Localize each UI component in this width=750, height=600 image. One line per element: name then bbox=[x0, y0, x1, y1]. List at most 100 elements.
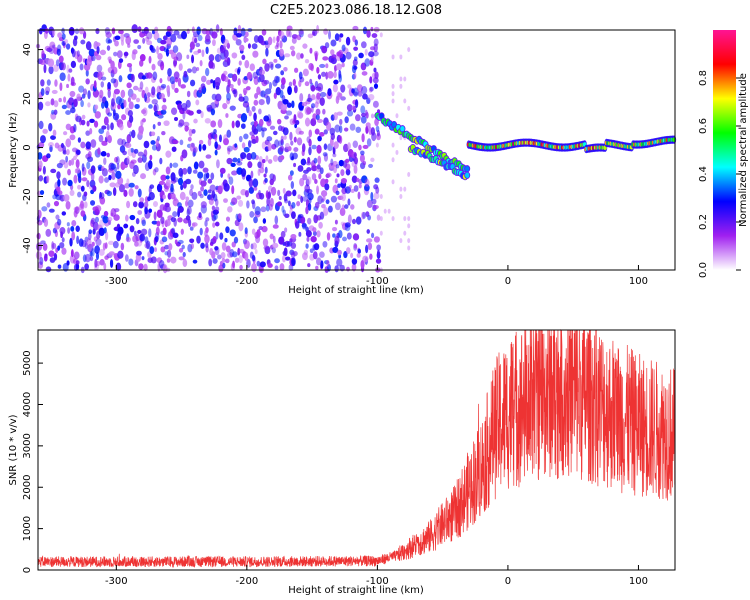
spectrogram-cell bbox=[149, 246, 155, 255]
spectrogram-cell bbox=[372, 204, 379, 210]
spectrogram-cell bbox=[177, 217, 183, 223]
spectrogram-cell bbox=[212, 222, 216, 228]
spectrogram-cell bbox=[301, 143, 306, 153]
colorbar-tick-label: 0.2 bbox=[698, 214, 709, 230]
spectrogram-cell bbox=[150, 256, 157, 264]
spectrogram-cell bbox=[344, 222, 351, 228]
spectrogram-cells bbox=[35, 24, 677, 274]
spectrogram-cell bbox=[379, 230, 383, 236]
spectrogram-cell bbox=[366, 199, 373, 209]
spectrogram-cell bbox=[367, 242, 373, 250]
spectrogram-cell bbox=[226, 129, 232, 138]
spectrogram-cell bbox=[58, 97, 62, 103]
spectrogram-cell bbox=[140, 228, 148, 236]
spectrogram-cell bbox=[354, 39, 358, 46]
spectrogram-cell bbox=[297, 165, 304, 172]
spectrogram-cell bbox=[267, 142, 272, 152]
spectrogram-cell bbox=[173, 71, 180, 80]
spectrogram-cell bbox=[340, 178, 348, 184]
spectrogram-cell bbox=[356, 252, 361, 258]
spectrogram-cell bbox=[314, 128, 320, 135]
spectrogram-cell bbox=[318, 132, 325, 137]
spectrogram-cell bbox=[67, 179, 73, 187]
spectrogram-cell bbox=[238, 248, 245, 254]
spectrogram-cell bbox=[280, 230, 286, 238]
snr-x-label: Height of straight line (km) bbox=[288, 585, 424, 596]
spectrogram-cell bbox=[251, 106, 256, 112]
spectrogram-cell bbox=[100, 151, 107, 157]
spectrogram-cell bbox=[123, 99, 127, 108]
spectrogram-cell bbox=[249, 63, 256, 72]
spectrogram-cell bbox=[110, 163, 116, 170]
spectrogram-cell bbox=[298, 231, 302, 237]
x-tick-label: -300 bbox=[105, 576, 128, 587]
spectrogram-cell bbox=[91, 248, 95, 257]
spectrogram-cell bbox=[255, 135, 259, 144]
spectrogram-cell bbox=[143, 201, 149, 209]
spectrogram-cell bbox=[141, 219, 146, 227]
spectrogram-cell bbox=[319, 63, 326, 68]
spectrogram-cell bbox=[150, 131, 156, 136]
spectrogram-cell bbox=[315, 257, 322, 266]
spectrogram-cell bbox=[366, 138, 372, 147]
spectrogram-cell bbox=[48, 141, 54, 148]
spectrogram-cell bbox=[130, 93, 137, 100]
spectrogram-cell bbox=[407, 105, 411, 111]
spectrogram-cell bbox=[219, 167, 226, 174]
spectrogram-cell bbox=[271, 247, 276, 254]
spectrogram-cell bbox=[155, 236, 159, 243]
spectrogram-cell bbox=[240, 113, 248, 123]
spectrogram-cell bbox=[338, 49, 344, 59]
spectrogram-cell bbox=[144, 86, 149, 95]
spectrogram-cell bbox=[177, 177, 184, 186]
spectrogram-cell bbox=[153, 211, 157, 221]
spectrogram-cell bbox=[104, 242, 108, 249]
spectrogram-cell bbox=[464, 165, 471, 173]
spectrogram-cell bbox=[77, 184, 82, 190]
spectrogram-cell bbox=[280, 103, 288, 111]
spectrogram-cell bbox=[55, 59, 60, 67]
spectrogram-cell bbox=[104, 177, 110, 183]
spectrogram-cell bbox=[304, 81, 310, 87]
spectrogram-cell bbox=[407, 245, 411, 251]
spectrogram-cell bbox=[326, 232, 331, 241]
spectrogram-cell bbox=[80, 210, 86, 217]
spectrogram-cell bbox=[44, 253, 48, 259]
spectrogram-cell bbox=[344, 204, 349, 209]
spectrogram-cell bbox=[307, 202, 312, 211]
spectrogram-cell bbox=[328, 30, 332, 40]
spectrogram-cell bbox=[362, 144, 369, 149]
spectrogram-cell bbox=[307, 263, 311, 268]
spectrogram-cell bbox=[399, 54, 403, 60]
spectrogram-cell bbox=[202, 144, 207, 151]
spectrogram-cell bbox=[152, 71, 158, 81]
spectrogram-cell bbox=[407, 223, 411, 229]
spectrogram-cell bbox=[353, 185, 359, 192]
spectrogram-cell bbox=[118, 58, 124, 63]
spectrogram-cell bbox=[284, 213, 290, 219]
spectrogram-cell bbox=[300, 53, 304, 59]
spectrogram-cell bbox=[112, 187, 117, 197]
spectrogram-cell bbox=[247, 140, 252, 148]
spectrogram-cell bbox=[267, 36, 273, 46]
colorbar-tick-label: 0.0 bbox=[698, 262, 709, 278]
spectrogram-cell bbox=[137, 229, 142, 235]
spectrogram-cell bbox=[236, 32, 242, 38]
spectrogram-cell bbox=[93, 80, 97, 89]
spectrogram-cell bbox=[252, 242, 257, 250]
spectrogram-cell bbox=[302, 43, 308, 49]
spectrogram-cell bbox=[126, 178, 130, 186]
spectrogram-cell bbox=[67, 168, 71, 176]
spectrogram-cell bbox=[338, 92, 343, 98]
spectrogram-cell bbox=[53, 253, 58, 261]
spectrogram-cell bbox=[157, 52, 163, 60]
spectrogram-cell bbox=[278, 48, 285, 57]
spectrogram-cell bbox=[230, 162, 236, 168]
spectrogram-cell bbox=[374, 71, 379, 80]
spectrogram-cell bbox=[219, 27, 223, 36]
spectrogram-cell bbox=[223, 49, 229, 58]
spectrogram-cell bbox=[109, 182, 116, 188]
spectrogram-cell bbox=[197, 49, 202, 54]
spectrogram-cell bbox=[106, 152, 110, 158]
spectrogram-cell bbox=[286, 102, 292, 108]
